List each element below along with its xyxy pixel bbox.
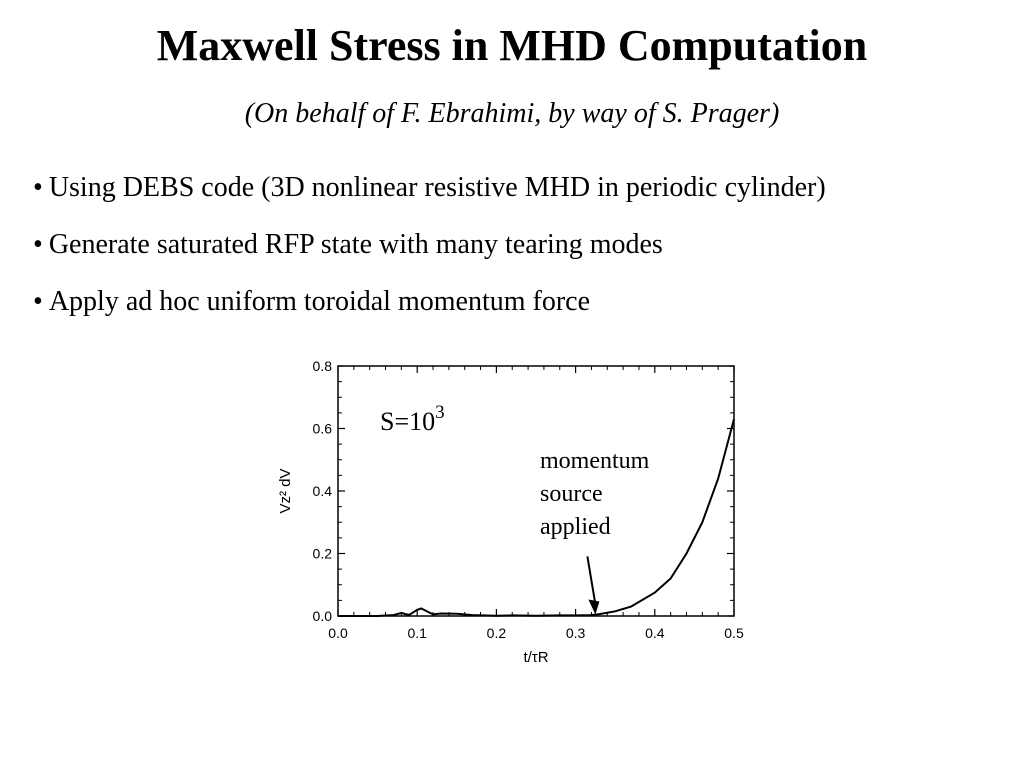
y-tick-label: 0.4 xyxy=(313,483,333,499)
y-tick-label: 0.0 xyxy=(313,608,333,624)
series-line xyxy=(338,418,735,617)
bullet-item: • Apply ad hoc uniform toroidal momentum … xyxy=(33,282,826,339)
bullet-dot-icon: • xyxy=(33,172,43,203)
momentum-chart: 0.0 0.2 0.4 0.6 0.8 0.0 0.1 0.2 0.3 0.4 0.5 t/τR V… xyxy=(277,358,744,666)
s-annotation-exponent: 3 xyxy=(435,402,445,423)
bullet-item: • Using DEBS code (3D nonlinear resistive… xyxy=(33,168,826,225)
bullet-dot-icon: • xyxy=(33,229,43,260)
y-tick-label: 0.2 xyxy=(313,546,333,562)
s-annotation-base: S=10 xyxy=(380,407,435,436)
bullet-dot-icon: • xyxy=(33,286,43,317)
slide-title: Maxwell Stress in MHD Computation xyxy=(156,21,868,70)
axis-ticks: 0.0 0.2 0.4 0.6 0.8 0.0 0.1 0.2 0.3 0.4 0.5 xyxy=(313,358,744,641)
bullet-text: Apply ad hoc uniform toroidal momentum f… xyxy=(48,286,591,317)
x-tick-label: 0.5 xyxy=(724,625,744,641)
y-axis-label: Vz² dV xyxy=(277,468,294,513)
s-annotation: S=103 xyxy=(380,402,445,436)
x-tick-label: 0.2 xyxy=(487,625,507,641)
y-tick-label: 0.8 xyxy=(313,358,333,374)
plot-frame xyxy=(337,365,735,617)
arrow-label-line-1: momentum xyxy=(540,448,650,474)
bullet-text: Generate saturated RFP state with many t… xyxy=(48,229,663,260)
x-tick-label: 0.4 xyxy=(645,625,665,641)
x-axis-label: t/τR xyxy=(523,649,548,666)
bullet-list: • Using DEBS code (3D nonlinear resistive… xyxy=(33,168,826,339)
x-tick-label: 0.0 xyxy=(328,625,348,641)
y-tick-label: 0.6 xyxy=(313,421,333,437)
annotation-arrow xyxy=(586,556,597,605)
x-tick-label: 0.1 xyxy=(407,625,427,641)
slide-subtitle: (On behalf of F. Ebrahimi, by way of S. … xyxy=(244,98,780,129)
arrow-label-line-2: source xyxy=(540,481,603,507)
arrow-head-icon xyxy=(588,599,600,615)
bullet-item: • Generate saturated RFP state with many … xyxy=(33,225,826,282)
x-tick-label: 0.3 xyxy=(566,625,586,641)
bullet-text: Using DEBS code (3D nonlinear resistive … xyxy=(48,172,826,203)
arrow-label-line-3: applied xyxy=(540,514,611,540)
